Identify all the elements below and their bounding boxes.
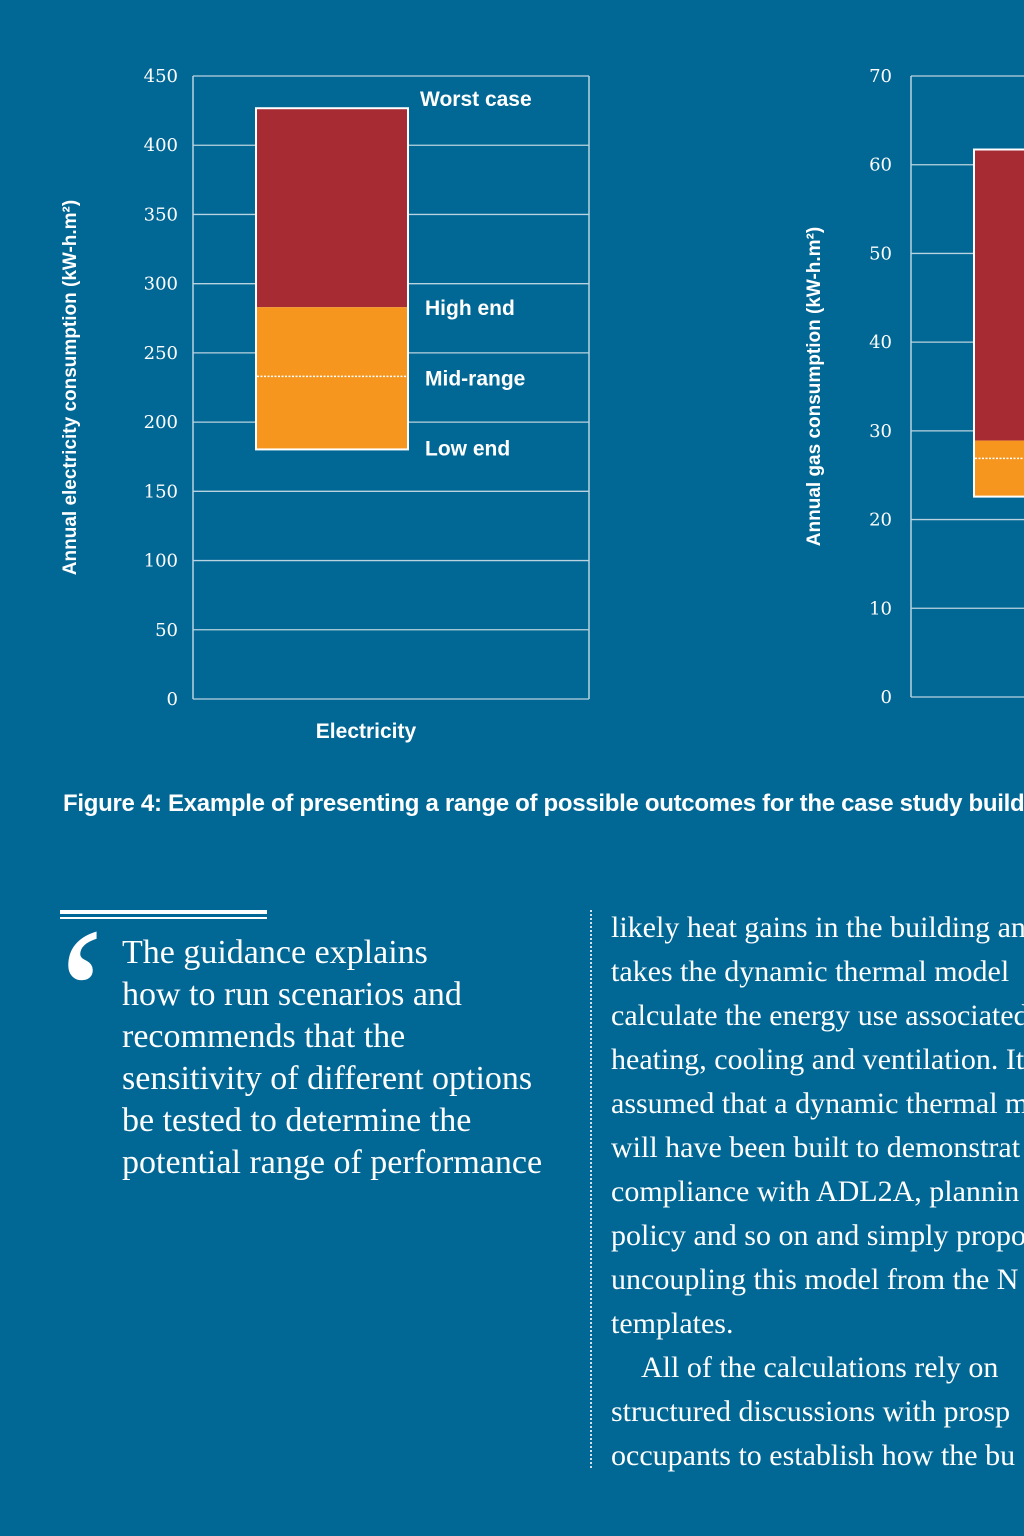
electricity-y-tick-label: 200 xyxy=(144,412,178,433)
body-line: calculate the energy use associated xyxy=(611,999,1024,1032)
figure-caption: Figure 4: Example of presenting a range … xyxy=(63,790,1024,817)
body-line: uncoupling this model from the N xyxy=(611,1263,1019,1296)
electricity-y-tick-label: 300 xyxy=(144,274,178,295)
electricity-y-tick-label: 250 xyxy=(144,343,178,364)
gas-y-tick-label: 40 xyxy=(869,332,892,353)
mid-range-label: Mid-range xyxy=(425,367,525,390)
gas-y-tick-label: 30 xyxy=(869,421,892,442)
high-end-label: High end xyxy=(425,297,515,320)
opening-quote-icon: ‘ xyxy=(50,890,114,1100)
pull-quote-line: be tested to determine the xyxy=(122,1102,472,1139)
body-line: takes the dynamic thermal model xyxy=(611,955,1010,988)
gas-y-axis-title: Annual gas consumption (kW-h.m²) xyxy=(804,227,825,546)
pull-quote-line: potential range of performance xyxy=(122,1144,543,1181)
pull-quote-rule-thick xyxy=(60,910,267,914)
body-line: will have been built to demonstrat xyxy=(611,1131,1021,1164)
pull-quote: The guidance explains how to run scenari… xyxy=(122,932,582,1184)
gas-worst-case-segment xyxy=(975,150,1024,441)
body-line: likely heat gains in the building an xyxy=(611,911,1024,944)
gas-y-tick-label: 50 xyxy=(869,243,892,264)
worst-case-label: Worst case xyxy=(420,88,532,111)
body-text-column: likely heat gains in the building an tak… xyxy=(611,906,1024,1478)
gas-y-tick-label: 70 xyxy=(869,66,892,87)
pull-quote-rule-thin xyxy=(60,917,267,919)
body-line: compliance with ADL2A, plannin xyxy=(611,1175,1020,1208)
body-line: All of the calculations rely on xyxy=(641,1351,999,1384)
body-line: policy and so on and simply propo xyxy=(611,1219,1024,1252)
body-line: templates. xyxy=(611,1307,734,1340)
low-end-label: Low end xyxy=(425,437,510,460)
gas-y-tick-label: 60 xyxy=(869,155,892,176)
pull-quote-line: how to run scenarios and xyxy=(122,976,462,1013)
electricity-y-tick-label: 50 xyxy=(155,620,178,641)
body-line: assumed that a dynamic thermal m xyxy=(611,1087,1024,1120)
electricity-range-segment xyxy=(257,307,407,449)
gas-y-tick-label: 20 xyxy=(869,510,892,531)
gas-y-tick-label: 0 xyxy=(881,687,892,708)
electricity-y-tick-label: 150 xyxy=(144,481,178,502)
pull-quote-line: The guidance explains xyxy=(122,934,428,971)
gas-y-tick-label: 10 xyxy=(869,598,892,619)
electricity-y-tick-label: 100 xyxy=(144,551,178,572)
electricity-y-tick-label: 350 xyxy=(144,204,178,225)
body-line: occupants to establish how the bu xyxy=(611,1439,1016,1472)
electricity-y-tick-label: 450 xyxy=(144,66,178,87)
pull-quote-line: recommends that the xyxy=(122,1018,406,1055)
electricity-y-axis-title: Annual electricity consumption (kW-h.m²) xyxy=(60,200,81,575)
electricity-worst-case-segment xyxy=(257,109,407,308)
electricity-y-tick-label: 400 xyxy=(144,135,178,156)
body-line: structured discussions with prosp xyxy=(611,1395,1011,1428)
column-divider xyxy=(590,910,592,1468)
electricity-category-label: Electricity xyxy=(316,720,417,743)
body-line: heating, cooling and ventilation. It xyxy=(611,1043,1024,1076)
pull-quote-line: sensitivity of different options xyxy=(122,1060,533,1097)
electricity-y-tick-label: 0 xyxy=(167,689,178,710)
gas-range-segment xyxy=(975,440,1024,496)
